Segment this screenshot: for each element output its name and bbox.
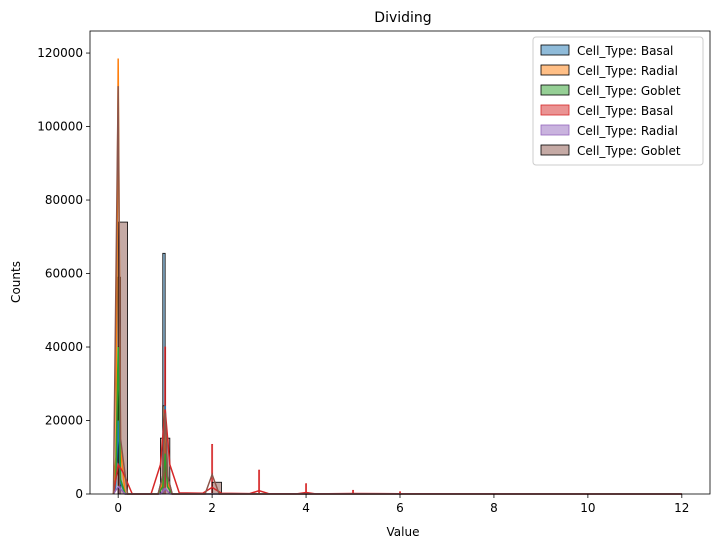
y-axis-label: Counts [9,261,23,303]
y-tick-label: 120000 [37,46,83,60]
y-tick-label: 100000 [37,120,83,134]
kde-line-series-5 [112,86,682,495]
legend-swatch [540,64,570,76]
legend-swatch [540,44,570,56]
legend-label: Cell_Type: Basal [577,104,673,118]
legend-box [532,36,704,166]
kde-line-series-3 [112,409,682,495]
legend-swatch [540,104,570,116]
legend-swatch [540,124,570,136]
y-tick-label: 80000 [45,193,83,207]
x-tick-label: 8 [490,501,498,515]
legend-swatch [540,144,570,156]
x-tick-label: 4 [302,501,310,515]
x-axis-label: Value [387,525,420,539]
y-tick-label: 40000 [45,340,83,354]
axes: 0 2 4 6 8 10 12 0 20000 40000 60000 80000 100000 1200… [37,30,711,515]
x-tick-label: 2 [208,501,216,515]
legend-label: Cell_Type: Goblet [577,84,681,98]
legend-label: Cell_Type: Basal [577,44,673,58]
y-tick-label: 0 [75,487,83,501]
legend-label: Cell_Type: Radial [577,64,678,78]
x-tick-label: 12 [674,501,689,515]
y-tick-label: 20000 [45,414,83,428]
chart-title: Dividing [374,10,431,26]
kde-line-series-2 [112,347,682,495]
legend-label: Cell_Type: Goblet [577,144,681,158]
legend: Cell_Type: Basal Cell_Type: Radial Cell_Ty… [532,36,704,166]
kde-line-series-0 [112,405,682,495]
legend-swatch [540,84,570,96]
legend-label: Cell_Type: Radial [577,124,678,138]
x-tick-label: 6 [396,501,404,515]
x-tick-label: 10 [580,501,595,515]
series-5-bars [117,221,222,495]
x-tick-label: 0 [114,501,122,515]
y-tick-label: 60000 [45,267,83,281]
